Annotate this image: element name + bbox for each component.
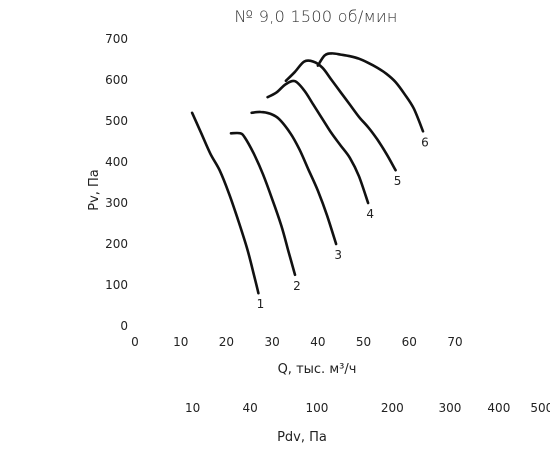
curve-line-6	[316, 52, 425, 133]
x-tick-label: 0	[131, 335, 139, 349]
curve-label-3: 3	[334, 248, 342, 262]
pdv-tick-label: 400	[487, 401, 510, 415]
curve-line-3	[250, 110, 338, 246]
curve-label-6: 6	[421, 135, 429, 149]
pdv-axis-ticks: 10 40 100 200 300 400 500	[185, 401, 550, 415]
y-tick-label: 0	[120, 319, 128, 333]
pdv-tick-label: 200	[381, 401, 404, 415]
y-tick-label: 200	[105, 237, 128, 251]
x-axis-label: Q, тыс. м³/ч	[278, 362, 357, 377]
pdv-tick-label: 100	[305, 401, 328, 415]
x-tick-label: 70	[447, 335, 462, 349]
chart-title: № 9,0 1500 об/мин	[234, 7, 397, 26]
curve-label-4: 4	[366, 207, 374, 221]
pdv-tick-label: 300	[439, 401, 462, 415]
curve-label-2: 2	[293, 279, 301, 293]
x-axis-ticks: 0 10 20 30 40 50 60 70	[131, 335, 462, 349]
curve-line-1	[190, 111, 260, 295]
x-tick-label: 40	[310, 335, 325, 349]
x-tick-label: 10	[173, 335, 188, 349]
curve-label-1: 1	[257, 297, 265, 311]
y-tick-label: 600	[105, 73, 128, 87]
y-tick-label: 700	[105, 32, 128, 46]
fan-curves	[190, 52, 425, 295]
pdv-tick-label: 40	[243, 401, 258, 415]
y-tick-label: 100	[105, 278, 128, 292]
curve-line-5	[284, 59, 397, 172]
secondary-axis-label: Pdv, Па	[277, 430, 327, 445]
pdv-tick-label: 10	[185, 401, 200, 415]
y-tick-label: 500	[105, 114, 128, 128]
y-axis-ticks: 0 100 200 300 400 500 600 700	[105, 32, 128, 333]
y-tick-label: 300	[105, 196, 128, 210]
curve-label-5: 5	[394, 174, 402, 188]
y-axis-label: Pv, Па	[87, 169, 102, 211]
y-tick-label: 400	[105, 155, 128, 169]
x-tick-label: 20	[219, 335, 234, 349]
curve-line-4	[266, 79, 370, 205]
curve-line-2	[229, 131, 297, 277]
x-tick-label: 60	[402, 335, 417, 349]
x-tick-label: 50	[356, 335, 371, 349]
x-tick-label: 30	[265, 335, 280, 349]
curve-labels: 1 2 3 4 5 6	[257, 135, 429, 311]
pdv-tick-label: 500	[530, 401, 550, 415]
